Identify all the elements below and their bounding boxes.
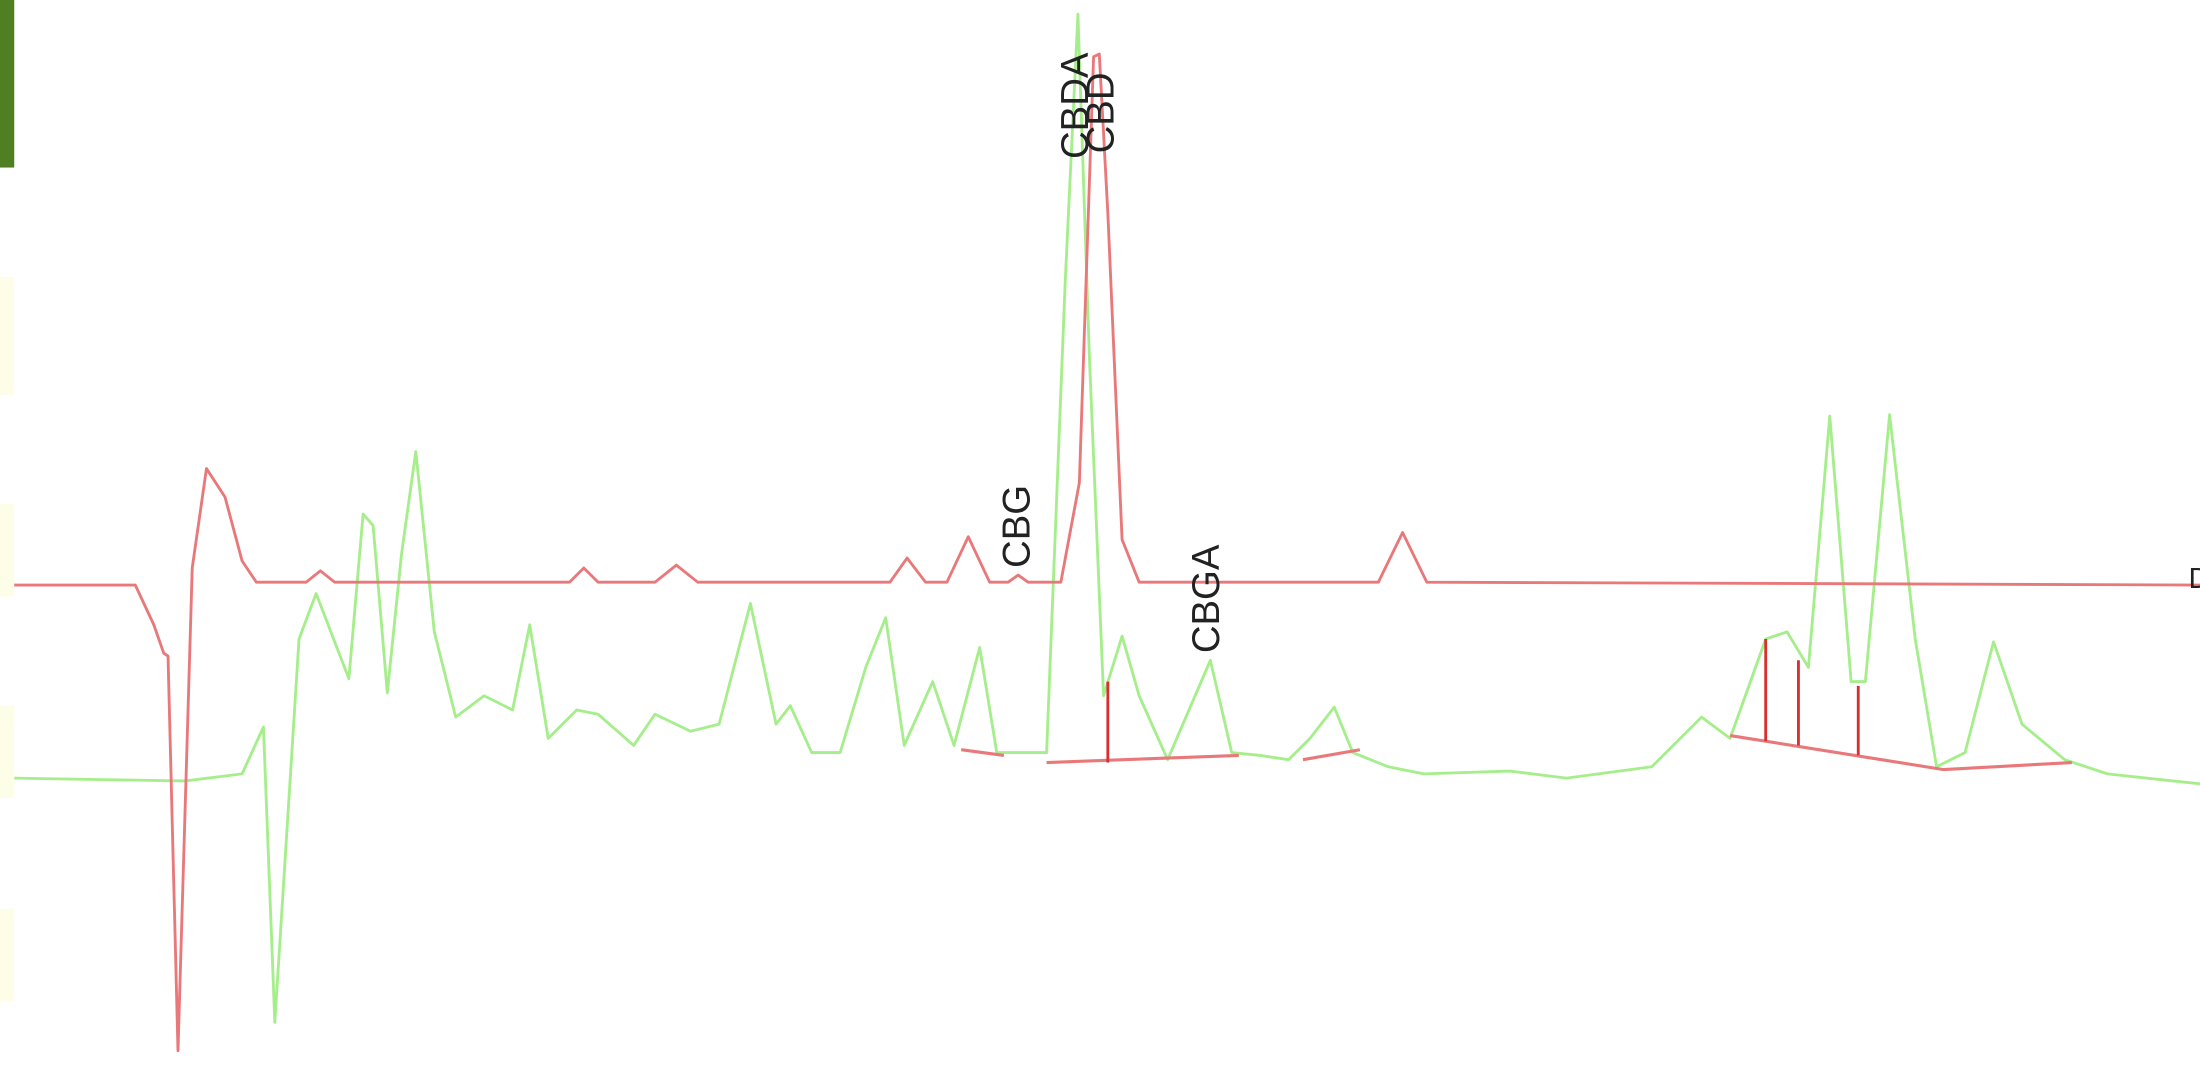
side-panel (0, 276, 15, 395)
peak-label: CBGA (1185, 544, 1228, 653)
peak-label: CBD (1080, 72, 1123, 153)
peak-baseline (1046, 753, 1239, 765)
side-panel (0, 908, 15, 1002)
side-panel (0, 504, 15, 597)
edge-label: D (2189, 563, 2200, 595)
peak-label: CBDA (1054, 52, 1097, 159)
red-trace (14, 52, 2200, 1053)
side-panel (0, 705, 15, 799)
peak-baseline (960, 748, 1005, 757)
peak-label: CBG (996, 485, 1039, 568)
peak-baseline (1729, 733, 2072, 772)
peak-baseline (1302, 748, 1361, 762)
side-tab[interactable] (0, 0, 15, 168)
green-trace (14, 12, 2200, 1024)
